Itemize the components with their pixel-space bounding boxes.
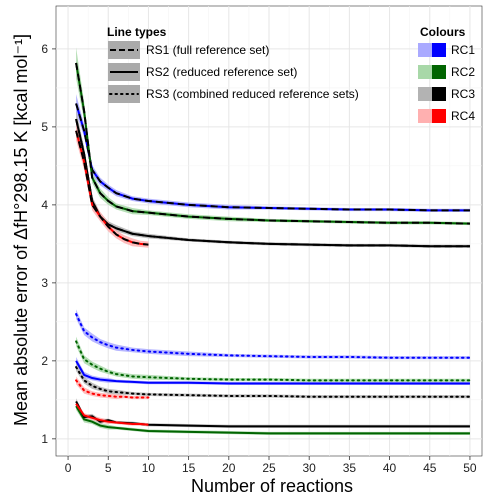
y-tick-label: 6 bbox=[41, 42, 48, 56]
line-rc2-rs1 bbox=[75, 62, 470, 225]
legend-swatch-light bbox=[418, 65, 432, 79]
legend-colour-label: RC4 bbox=[451, 109, 475, 123]
line-rc3-rs1 bbox=[75, 118, 470, 248]
legend-swatch-dark bbox=[432, 65, 446, 79]
legend-line-type-label: RS3 (combined reduced reference sets) bbox=[146, 87, 359, 101]
y-axis-title: Mean absolute error of ΔfH°298.15 K [kca… bbox=[11, 34, 31, 426]
x-tick-label: 20 bbox=[222, 461, 236, 475]
line-rc4-rs1 bbox=[75, 130, 149, 246]
x-tick-label: 0 bbox=[65, 461, 72, 475]
y-tick-label: 5 bbox=[41, 120, 48, 134]
legend-colours: Colours RC1 RC2 RC3 RC4 bbox=[418, 25, 475, 123]
y-tick-label: 2 bbox=[41, 354, 48, 368]
x-axis-title: Number of reactions bbox=[191, 476, 353, 496]
y-tick-label: 1 bbox=[41, 432, 48, 446]
line-rc1-rs2 bbox=[75, 360, 470, 385]
x-tick-label: 30 bbox=[303, 461, 317, 475]
x-tick-label: 50 bbox=[463, 461, 477, 475]
legend-line-type-label: RS1 (full reference set) bbox=[146, 43, 269, 57]
band-rc1-rs2 bbox=[76, 356, 470, 386]
legend-swatch-dark bbox=[432, 109, 446, 123]
x-tick-label: 15 bbox=[182, 461, 196, 475]
y-tick-label: 4 bbox=[41, 198, 48, 212]
line-rc1-rs3 bbox=[75, 313, 471, 359]
x-axis: 0 5 10 15 20 25 30 35 40 45 50 bbox=[65, 456, 477, 475]
line-rc4-rs3 bbox=[75, 379, 150, 399]
legend-swatch-light bbox=[418, 43, 432, 57]
line-rc4-rs2 bbox=[75, 403, 149, 426]
x-tick-label: 10 bbox=[142, 461, 156, 475]
x-tick-label: 40 bbox=[383, 461, 397, 475]
band-rc3-rs2 bbox=[76, 398, 470, 428]
grid bbox=[56, 6, 482, 456]
legend-line-types-title: Line types bbox=[107, 25, 167, 39]
y-axis: 1 2 3 4 5 6 bbox=[41, 42, 56, 446]
x-tick-label: 35 bbox=[343, 461, 357, 475]
line-rc3-rs3 bbox=[75, 366, 471, 398]
x-tick-label: 5 bbox=[105, 461, 112, 475]
legend-colours-title: Colours bbox=[420, 25, 466, 39]
legend-line-types: Line types RS1 (full reference set) RS2 (… bbox=[107, 25, 359, 103]
legend-key-bg bbox=[108, 85, 140, 103]
x-tick-label: 45 bbox=[423, 461, 437, 475]
legend-colour-label: RC3 bbox=[451, 87, 475, 101]
series-lines bbox=[75, 62, 471, 435]
band-rc2-rs1 bbox=[76, 47, 470, 226]
x-tick-label: 25 bbox=[262, 461, 276, 475]
legend-line-type-label: RS2 (reduced reference set) bbox=[146, 65, 297, 79]
legend-colour-label: RC1 bbox=[451, 43, 475, 57]
y-tick-label: 3 bbox=[41, 276, 48, 290]
legend-swatch-light bbox=[418, 87, 432, 101]
line-rc2-rs3 bbox=[75, 340, 471, 382]
legend-swatch-dark bbox=[432, 43, 446, 57]
legend-colour-label: RC2 bbox=[451, 65, 475, 79]
line-rc1-rs1 bbox=[75, 103, 470, 212]
line-rc2-rs2 bbox=[75, 405, 470, 435]
band-rc4-rs2 bbox=[76, 400, 149, 427]
legend-swatch-dark bbox=[432, 87, 446, 101]
legend-swatch-light bbox=[418, 109, 432, 123]
